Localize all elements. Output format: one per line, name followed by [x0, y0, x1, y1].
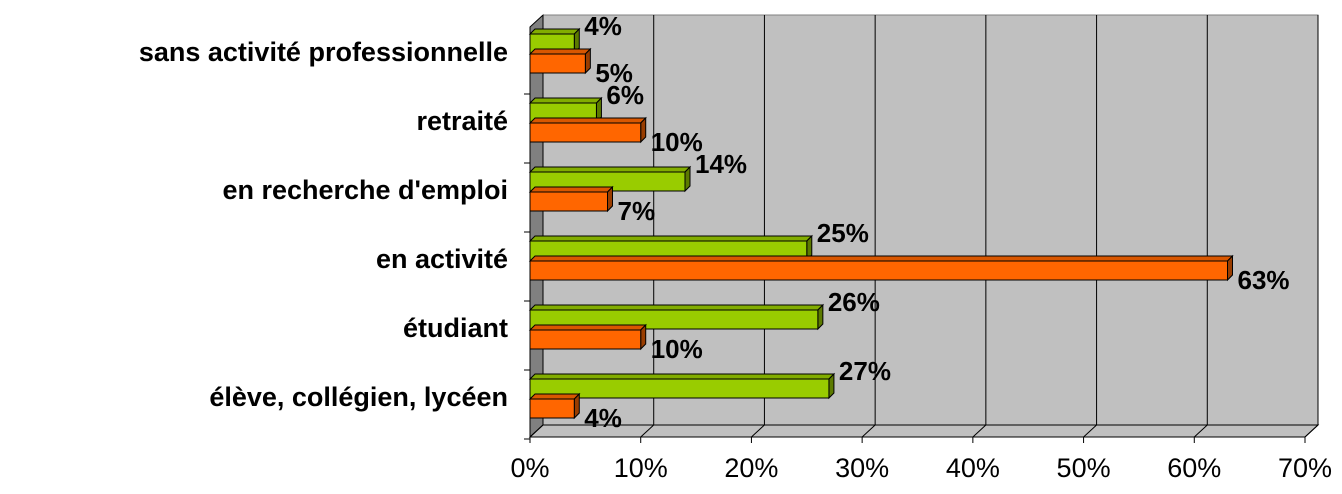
bar — [528, 234, 813, 262]
y-tick-label: en recherche d'emploi — [222, 175, 508, 205]
bar-side — [817, 303, 824, 331]
bar-front — [529, 309, 819, 330]
bar-side — [607, 185, 613, 213]
x-tick-label: 40% — [946, 453, 1000, 483]
bar-side — [684, 165, 691, 193]
grid-line — [861, 424, 876, 438]
x-tick-label: 30% — [835, 453, 889, 483]
bar — [528, 254, 1234, 282]
data-label: 4% — [584, 403, 622, 433]
bar-top — [528, 255, 1234, 262]
grid-line — [1193, 424, 1208, 438]
bar-top — [528, 373, 836, 380]
data-label: 6% — [606, 80, 644, 110]
bar — [528, 303, 825, 331]
y-tick-label: étudiant — [403, 313, 508, 343]
bar — [528, 185, 614, 213]
bar-top — [528, 324, 647, 331]
bar — [528, 116, 647, 144]
bar-front — [529, 53, 586, 74]
bar — [528, 372, 836, 400]
bar-top — [528, 393, 581, 400]
x-tick-label: 20% — [724, 453, 778, 483]
grid-line — [972, 424, 987, 438]
data-label: 10% — [651, 334, 703, 364]
data-label: 27% — [839, 356, 891, 386]
bar-top — [528, 166, 692, 173]
bar-top — [528, 304, 825, 311]
y-tick-label: retraité — [416, 106, 508, 136]
data-label: 10% — [651, 127, 703, 157]
bar-side — [584, 47, 591, 75]
bar-side — [640, 323, 647, 351]
bar-top — [528, 235, 813, 242]
bar — [528, 392, 581, 420]
bar-front — [529, 329, 642, 350]
data-label: 7% — [618, 196, 656, 226]
y-tick-label: élève, collégien, lycéen — [209, 382, 508, 412]
bar-top — [528, 117, 647, 124]
x-tick-label: 0% — [510, 453, 549, 483]
bar-front — [529, 191, 608, 212]
data-label: 25% — [817, 218, 869, 248]
grid-line — [1304, 424, 1319, 438]
bar-top — [528, 186, 614, 193]
bar-front — [529, 122, 642, 143]
grid-line — [529, 424, 544, 438]
back-wall — [542, 14, 1319, 426]
grid-line — [1083, 424, 1097, 438]
y-tick-label: en activité — [376, 244, 508, 274]
bar-front — [529, 398, 575, 419]
bar — [528, 323, 647, 351]
bar-side — [573, 392, 580, 420]
y-tick-label: sans activité professionnelle — [139, 37, 508, 67]
x-tick-label: 10% — [614, 453, 668, 483]
bar-side — [1227, 254, 1233, 282]
bar-top — [528, 97, 603, 104]
bar-side — [640, 116, 647, 144]
data-label: 4% — [584, 11, 622, 41]
bar-top — [528, 48, 592, 55]
x-tick-label: 60% — [1167, 453, 1221, 483]
bar-front — [529, 378, 830, 399]
x-tick-label: 70% — [1278, 453, 1332, 483]
bar — [528, 47, 592, 75]
data-label: 14% — [695, 149, 747, 179]
data-label: 5% — [595, 58, 633, 88]
data-label: 26% — [828, 287, 880, 317]
bar-front — [529, 260, 1228, 281]
bar — [528, 96, 603, 124]
bar-top — [528, 28, 581, 35]
data-label: 63% — [1238, 265, 1290, 295]
bar-side — [828, 372, 835, 400]
floor — [528, 424, 1320, 438]
grid-line — [640, 424, 655, 438]
x-tick-label: 50% — [1057, 453, 1111, 483]
grid-line — [751, 424, 765, 438]
